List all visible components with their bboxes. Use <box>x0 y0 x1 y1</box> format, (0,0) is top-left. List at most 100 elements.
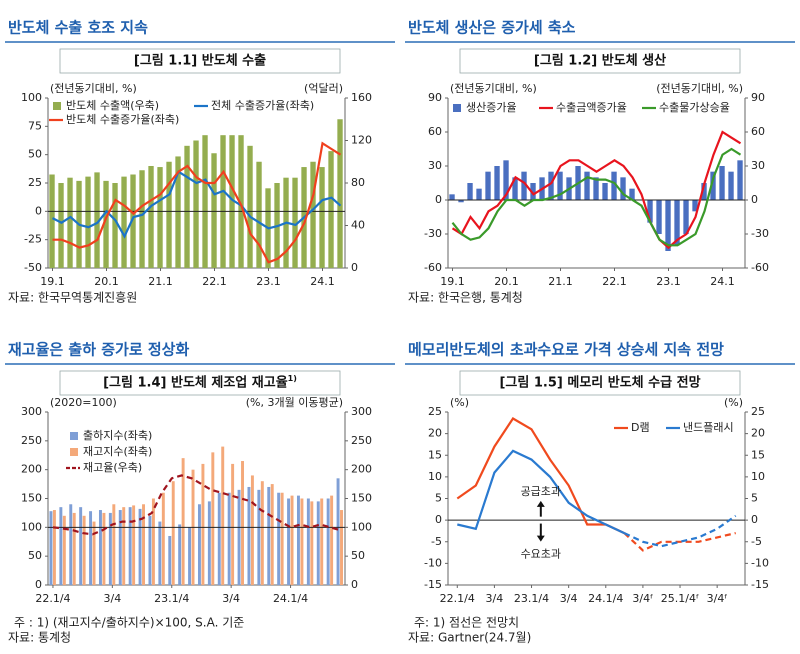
bar <box>683 200 689 234</box>
bar <box>52 510 56 585</box>
x-tick-label: 24.1 <box>710 275 735 288</box>
bar <box>112 504 116 585</box>
y-tick-label: 75 <box>28 119 42 132</box>
bar <box>310 501 314 585</box>
y-tick-label: 100 <box>21 91 42 104</box>
bar <box>121 176 127 268</box>
x-tick-label: 20.1 <box>494 275 519 288</box>
y-axis-unit: (%) <box>450 396 469 409</box>
bar <box>175 156 181 268</box>
y2-tick-label: 150 <box>351 492 372 505</box>
bar <box>102 512 106 585</box>
x-tick-label: 20.1 <box>94 275 119 288</box>
bar <box>287 498 291 585</box>
y2-tick-label: 200 <box>351 463 372 476</box>
bar <box>320 498 324 585</box>
line <box>456 417 625 535</box>
section-title: 재고율은 출하 증가로 정상화 <box>8 341 189 359</box>
bar <box>231 463 235 585</box>
bar <box>674 200 680 246</box>
x-tick-label: 19.1 <box>440 275 465 288</box>
bar <box>647 200 653 223</box>
y-tick-label: 15 <box>428 448 442 461</box>
x-tick-label: 22.1/4 <box>440 592 475 605</box>
x-tick-label: 19.1 <box>40 275 65 288</box>
bar <box>247 145 253 268</box>
bar <box>217 492 221 585</box>
bar <box>161 492 165 585</box>
note: 주: 1) 점선은 전망치 <box>414 616 519 630</box>
bar <box>629 188 635 200</box>
y-tick-label: 90 <box>428 91 442 104</box>
bar <box>336 478 340 585</box>
bar <box>503 160 509 200</box>
bar <box>665 200 671 251</box>
y2-tick-label: 80 <box>351 176 365 189</box>
source: 자료: 한국은행, 통계청 <box>408 290 523 305</box>
line <box>52 474 341 536</box>
x-tick-label: 21.1 <box>548 275 573 288</box>
legend-label: D램 <box>631 421 650 434</box>
bar <box>485 171 491 200</box>
bar <box>221 446 225 585</box>
bar <box>67 177 73 268</box>
y2-tick-label: 60 <box>751 125 765 138</box>
legend-label: 수출금액증가율 <box>556 101 627 114</box>
bar <box>148 515 152 585</box>
legend-label: 재고율(우축) <box>83 461 142 474</box>
y2-tick-label: -60 <box>751 261 769 274</box>
x-tick-label: 22.1/4 <box>35 592 70 605</box>
bar <box>270 484 274 585</box>
bar <box>458 200 464 203</box>
bar <box>220 135 226 268</box>
y-tick-label: -15 <box>424 578 442 591</box>
bar <box>122 507 126 585</box>
y-tick-label: -5 <box>431 535 442 548</box>
legend-label: 수출물가상승율 <box>659 101 730 114</box>
y-tick-label: 50 <box>28 148 42 161</box>
annotation: 수요초과 <box>521 548 561 561</box>
figure-title: [그림 1.1] 반도체 수출 <box>134 53 266 69</box>
y2-tick-label: 120 <box>351 134 372 147</box>
annotation: 공급초과 <box>521 485 561 498</box>
bar <box>476 188 482 200</box>
bar <box>548 171 554 200</box>
y-tick-label: -50 <box>24 261 42 274</box>
y2-tick-label: -5 <box>751 535 762 548</box>
source: 자료: 한국무역통계진흥원 <box>8 291 137 305</box>
bar <box>62 515 66 585</box>
bar <box>49 174 55 268</box>
bar <box>181 458 185 585</box>
y-tick-label: 150 <box>21 492 42 505</box>
bar <box>118 510 122 585</box>
bar <box>211 153 217 268</box>
y-tick-label: -60 <box>424 261 442 274</box>
bar <box>178 524 182 585</box>
bar <box>256 161 262 268</box>
bar <box>737 160 743 200</box>
bar <box>138 508 142 585</box>
bar <box>108 512 112 585</box>
y2-tick-label: 90 <box>751 91 765 104</box>
x-tick-label: 23.1 <box>656 275 681 288</box>
title-superscript: 1) <box>288 374 297 383</box>
bar <box>267 486 271 585</box>
note: 주 : 1) (재고지수/출하지수)×100, S.A. 기준 <box>14 616 244 630</box>
bar <box>227 492 231 585</box>
bar <box>139 170 145 268</box>
legend-swatch <box>53 102 61 110</box>
bar <box>337 119 343 268</box>
x-tick-label: 3/4 <box>103 592 121 605</box>
bar <box>247 486 251 585</box>
y-tick-label: 50 <box>28 549 42 562</box>
x-tick-label: 22.1 <box>602 275 627 288</box>
bar <box>250 475 254 585</box>
y2-tick-label: 0 <box>751 513 758 526</box>
y2-axis-unit: (전년동기대비, %) <box>656 82 743 95</box>
bar <box>241 461 244 585</box>
bar <box>593 177 599 200</box>
bar <box>85 176 91 268</box>
figure-title: [그림 1.2] 반도체 생산 <box>534 53 666 69</box>
bar <box>512 177 518 200</box>
